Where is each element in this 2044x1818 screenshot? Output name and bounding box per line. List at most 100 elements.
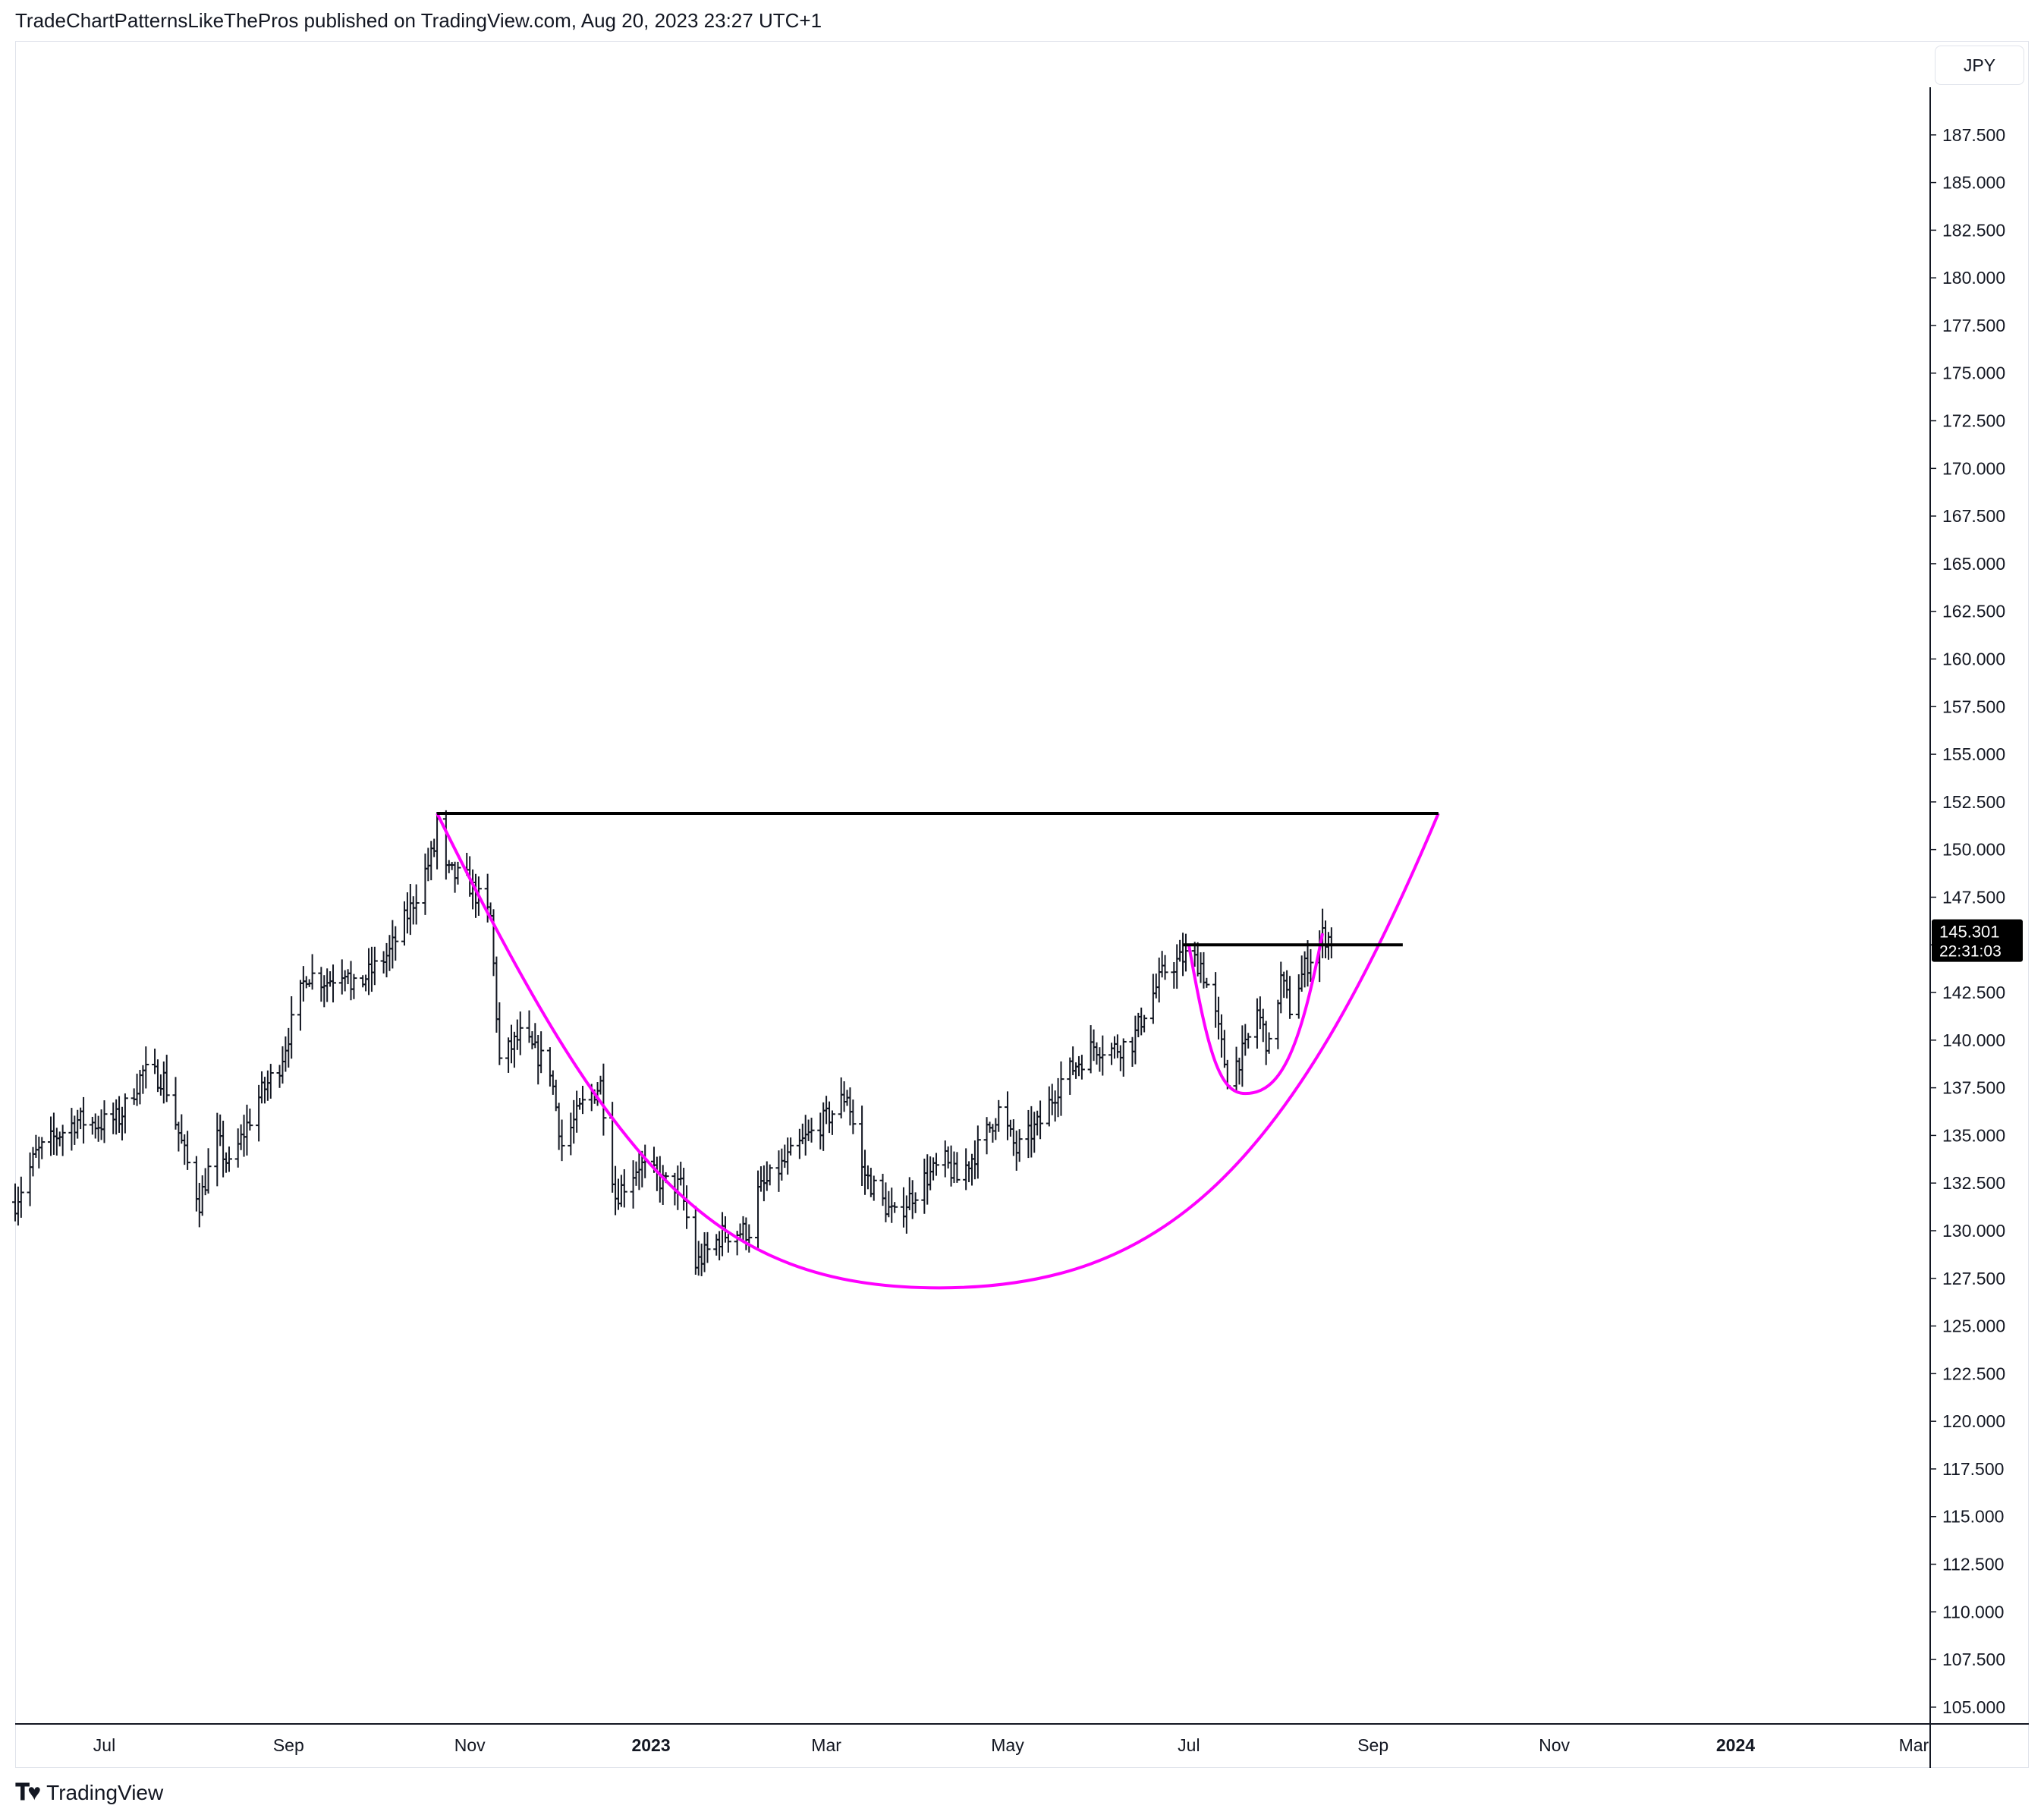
ohlc-bar <box>1171 962 1178 989</box>
ohlc-bar <box>867 1168 874 1197</box>
ohlc-bar <box>152 1049 159 1074</box>
ohlc-bar <box>882 1182 889 1222</box>
ohlc-bar <box>885 1191 892 1218</box>
ohlc-bar <box>612 1165 619 1216</box>
ohlc-bar <box>110 1102 117 1134</box>
ohlc-bar <box>425 848 432 882</box>
time-tick-label: Nov <box>1539 1735 1570 1755</box>
ohlc-bar <box>366 948 373 995</box>
ohlc-bar <box>675 1165 681 1210</box>
ohlc-bar <box>746 1224 753 1253</box>
ohlc-bar <box>445 860 452 873</box>
ohlc-bar <box>933 1153 940 1176</box>
ohlc-bar <box>948 1145 954 1187</box>
ohlc-bar <box>684 1185 690 1229</box>
price-tick-label: 152.500 <box>1942 792 2005 812</box>
ohlc-bar <box>716 1231 723 1261</box>
ohlc-bar <box>879 1173 886 1206</box>
tradingview-logo[interactable]: 𝐓♥ TradingView <box>15 1780 163 1806</box>
ohlc-bar <box>954 1152 961 1183</box>
ohlc-bar <box>546 1047 553 1087</box>
price-tick-label: 127.500 <box>1942 1269 2005 1288</box>
ohlc-bar <box>217 1114 224 1146</box>
ohlc-bar <box>431 838 438 857</box>
ohlc-bar <box>143 1046 149 1089</box>
ohlc-bar <box>529 1031 536 1049</box>
ohlc-bar <box>966 1161 973 1183</box>
ohlc-bar <box>535 1034 542 1085</box>
ohlc-bar <box>909 1180 916 1219</box>
ohlc-bar <box>597 1075 604 1095</box>
ohlc-bar <box>89 1116 96 1135</box>
time-tick-label: Jul <box>93 1735 115 1755</box>
ohlc-bar <box>131 1088 137 1106</box>
price-tick-label: 120.000 <box>1942 1411 2005 1431</box>
ohlc-bar <box>172 1077 179 1130</box>
last-price-value: 145.301 <box>1939 923 2000 942</box>
ohlc-bar <box>1114 1034 1121 1058</box>
ohlc-bar <box>505 1037 512 1073</box>
ohlc-bar <box>992 1118 999 1140</box>
currency-selector[interactable]: JPY <box>1935 46 2024 85</box>
ohlc-bar <box>300 966 307 1002</box>
ohlc-bar <box>1281 971 1288 999</box>
ohlc-bar <box>1028 1106 1035 1158</box>
ohlc-bar <box>1159 951 1165 978</box>
ohlc-bar <box>1132 1015 1139 1065</box>
ohlc-bar <box>50 1112 57 1155</box>
time-tick-label: Nov <box>454 1735 486 1755</box>
price-tick-label: 172.500 <box>1942 411 2005 431</box>
ohlc-bar <box>178 1114 185 1144</box>
ohlc-bar <box>341 970 348 992</box>
price-tick-label: 187.500 <box>1942 125 2005 145</box>
price-tick-label: 112.500 <box>1942 1555 2004 1574</box>
ohlc-bar <box>1073 1062 1080 1079</box>
ohlc-bar <box>1307 948 1314 982</box>
ohlc-bar <box>526 1010 533 1043</box>
pattern-drawings <box>436 811 1440 1290</box>
ohlc-bar <box>1256 996 1263 1030</box>
ohlc-bar <box>517 1011 524 1055</box>
ohlc-bar <box>68 1108 75 1151</box>
ohlc-bar <box>121 1093 128 1134</box>
ohlc-bar <box>989 1124 996 1143</box>
price-scale-labels: 105.000 107.500 110.000 112.500 115.000 117.5… <box>1930 125 2005 1717</box>
ohlc-bar <box>1328 927 1335 959</box>
ohlc-bar <box>808 1118 815 1143</box>
ohlc-bar <box>327 971 334 987</box>
ohlc-bar <box>829 1110 835 1135</box>
ohlc-bar <box>555 1102 562 1150</box>
tradingview-brand: TradingView <box>46 1781 164 1804</box>
ohlc-bar <box>267 1064 274 1099</box>
time-tick-label: Jul <box>1178 1735 1200 1755</box>
ohlc-bar <box>942 1140 948 1178</box>
ohlc-bar <box>36 1137 42 1168</box>
handle-curve[interactable] <box>1187 933 1325 1096</box>
cup-curve[interactable] <box>436 813 1440 1290</box>
ohlc-bar <box>1010 1119 1017 1156</box>
ohlc-bar <box>888 1187 895 1223</box>
ohlc-bar <box>1284 970 1291 999</box>
price-tick-label: 125.000 <box>1942 1316 2005 1336</box>
ohlc-bar <box>241 1115 247 1157</box>
ohlc-bar <box>140 1065 146 1094</box>
ohlc-bar <box>817 1112 824 1150</box>
ohlc-bar <box>820 1102 827 1151</box>
ohlc-bar <box>681 1168 687 1211</box>
ohlc-bar <box>983 1117 990 1155</box>
ohlc-bar <box>630 1160 637 1209</box>
ohlc-bar <box>704 1231 711 1263</box>
ohlc-bar <box>392 926 399 961</box>
ohlc-bar <box>615 1178 621 1210</box>
price-tick-label: 165.000 <box>1942 554 2005 574</box>
ohlc-bar <box>1221 1030 1228 1068</box>
ohlc-bar <box>1180 933 1187 977</box>
ohlc-bar <box>401 901 408 946</box>
ohlc-bar <box>383 942 390 978</box>
ohlc-bar <box>508 1024 514 1064</box>
ohlc-bar <box>847 1087 854 1126</box>
ohlc-bar <box>757 1166 764 1192</box>
ohlc-bar <box>442 810 449 880</box>
ohlc-bar <box>1322 920 1329 959</box>
